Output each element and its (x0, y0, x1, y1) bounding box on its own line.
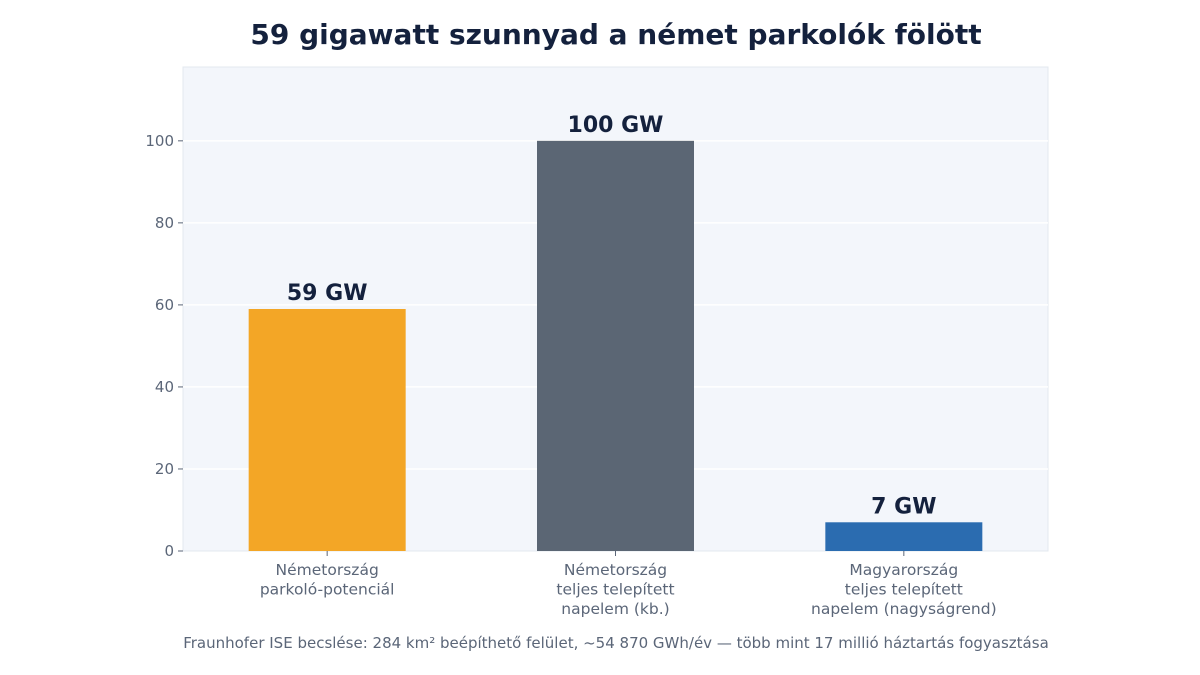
x-tick-label-line: teljes telepített (556, 581, 674, 599)
y-tick-label: 40 (155, 378, 174, 396)
y-tick-label: 80 (155, 214, 174, 232)
x-tick-label: Németország parkoló-potenciál (260, 561, 395, 599)
bar (248, 309, 406, 551)
bars (248, 140, 983, 551)
axes: 0 20 40 60 80 100 (145, 132, 905, 560)
bar (537, 140, 694, 551)
y-tick-label: 100 (145, 132, 174, 150)
chart-title: 59 gigawatt szunnyad a német parkolók fö… (250, 18, 982, 51)
y-tick-label: 20 (155, 460, 174, 478)
chart-footnote: Fraunhofer ISE becslése: 284 km² beépíth… (183, 634, 1049, 652)
labels: 59 GW Németország parkoló-potenciál 100 GW N… (260, 113, 997, 618)
x-tick-label-line: napelem (kb.) (561, 600, 669, 618)
data-label: 59 GW (287, 281, 368, 306)
x-tick-label-line: napelem (nagyságrend) (811, 600, 997, 618)
x-tick-label-line: Németország (564, 561, 667, 579)
y-tick-label: 0 (164, 542, 174, 560)
x-tick-label: Németország teljes telepített napelem (kb.… (556, 561, 674, 618)
y-tick-label: 60 (155, 296, 174, 314)
data-label: 7 GW (871, 494, 936, 519)
x-tick-label-line: teljes telepített (845, 581, 963, 599)
x-tick-label: Magyarország teljes telepített napelem (na… (811, 561, 997, 618)
x-tick-label-line: parkoló-potenciál (260, 581, 395, 599)
bar (825, 522, 983, 551)
data-label: 100 GW (568, 113, 664, 138)
x-tick-label-line: Magyarország (849, 561, 958, 579)
x-tick-label-line: Németország (276, 561, 379, 579)
